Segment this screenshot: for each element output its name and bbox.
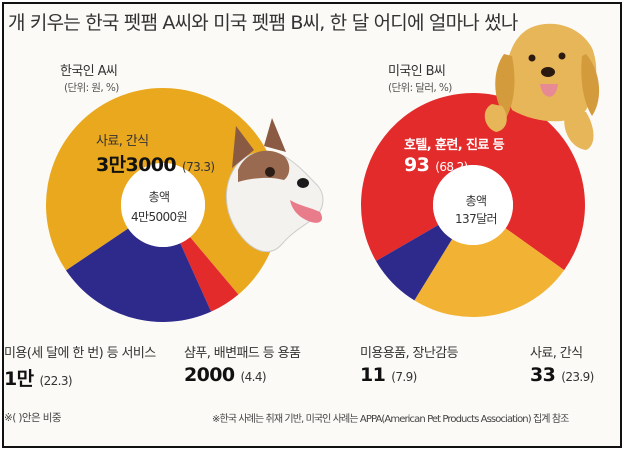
korea-unit-label: (단위: 원, %) — [64, 82, 119, 94]
usa-slice-label-food: 사료, 간식 — [530, 346, 583, 361]
usa-food-percent: (23.9) — [561, 370, 594, 384]
usa-slice-value-services: 93 (68.2) — [404, 154, 468, 176]
korea-food-amount: 3만3000 — [96, 154, 177, 176]
usa-slice-0 — [361, 93, 585, 271]
usa-slice-1 — [414, 228, 565, 317]
usa-food-amount: 33 — [530, 364, 556, 386]
korea-slice-label-food: 사료, 간식 — [96, 134, 149, 149]
korea-slice-0 — [45, 88, 280, 295]
korea-total-value: 4만5000원 — [130, 210, 188, 224]
usa-slice-value-food: 33 (23.9) — [530, 364, 594, 386]
usa-grooming-percent: (7.9) — [391, 370, 417, 384]
donut-chart-korea — [45, 88, 280, 322]
korea-supplies-amount: 2000 — [184, 364, 235, 386]
korea-service-amount: 1만 — [4, 368, 34, 390]
korea-food-percent: (73.3) — [182, 160, 215, 174]
cocker-spaniel-illustration — [484, 23, 600, 150]
usa-total-label: 총액 — [465, 194, 487, 208]
korea-slice-value-food: 3만3000 (73.3) — [96, 150, 215, 177]
korea-slice-2 — [66, 228, 212, 322]
korea-service-percent: (22.3) — [39, 374, 73, 388]
korea-slice-1 — [180, 237, 239, 312]
usa-donut-hole — [433, 165, 513, 245]
korea-slice-label-service: 미용(세 달에 한 번) 등 서비스 — [4, 346, 156, 361]
footnote-source: ※한국 사례는 취재 기반, 미국인 사례는 APPA(American Pet… — [212, 414, 569, 425]
usa-slice-value-grooming: 11 (7.9) — [360, 364, 417, 386]
usa-services-percent: (68.2) — [435, 160, 468, 174]
usa-unit-label: (단위: 달러, %) — [388, 82, 452, 94]
korea-slice-label-supplies: 샴푸, 배변패드 등 용품 — [184, 346, 301, 361]
usa-slice-2 — [376, 225, 453, 301]
footnote-share: ※( )안은 비중 — [4, 412, 62, 424]
page-title: 개 키우는 한국 펫팸 A씨와 미국 펫팸 B씨, 한 달 어디에 얼마나 썼나 — [8, 12, 518, 34]
usa-total-value: 137달러 — [455, 212, 498, 226]
korea-slice-value-supplies: 2000 (4.4) — [184, 364, 267, 386]
korea-supplies-percent: (4.4) — [240, 370, 267, 384]
korea-slice-value-service: 1만 (22.3) — [4, 364, 73, 391]
usa-person-name: 미국인 B씨 — [388, 64, 446, 79]
usa-services-amount: 93 — [404, 154, 430, 176]
usa-slice-label-services: 호텔, 훈련, 진료 등 — [404, 138, 505, 153]
korea-donut-hole — [121, 163, 205, 247]
korea-total-label: 총액 — [148, 190, 170, 204]
usa-slice-label-grooming: 미용용품, 장난감등 — [360, 346, 459, 361]
donut-chart-usa — [361, 93, 585, 317]
korea-person-name: 한국인 A씨 — [60, 64, 118, 79]
usa-grooming-amount: 11 — [360, 364, 386, 386]
corgi-dog-illustration — [225, 118, 324, 253]
